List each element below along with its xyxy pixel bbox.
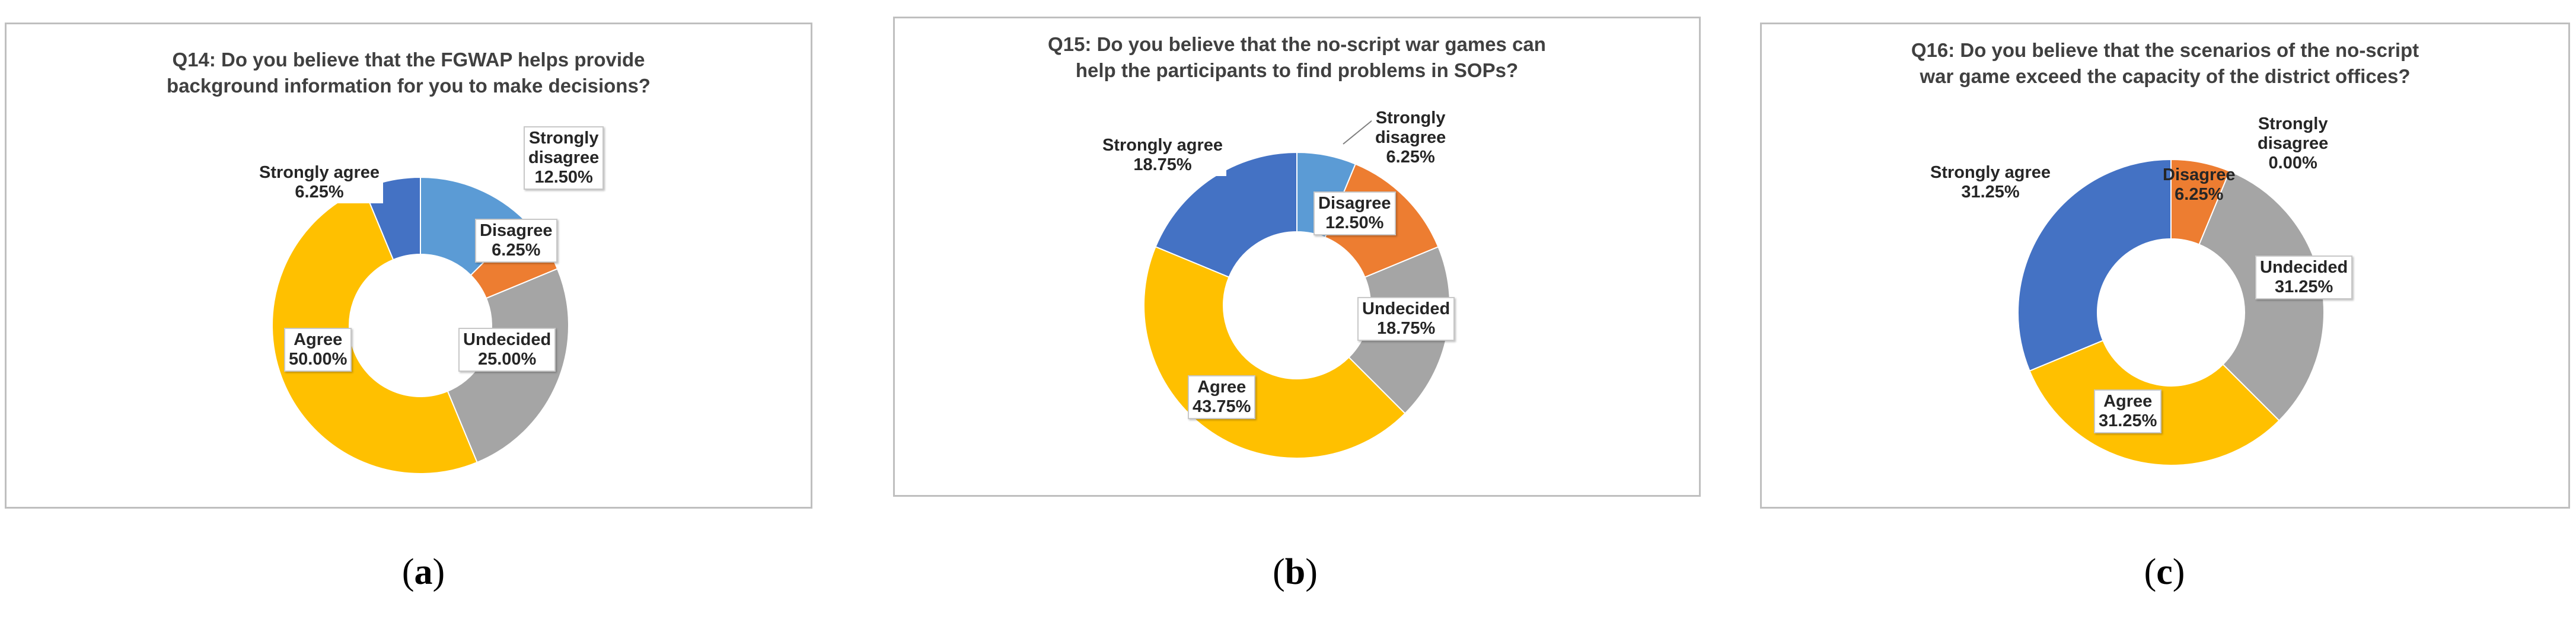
slice-value: 31.25% <box>1961 183 2020 202</box>
slice-label-agree: Agree 43.75% <box>1188 375 1256 419</box>
slice-label-strongly-agree: Strongly agree 31.25% <box>1927 162 2055 203</box>
slice-label-strongly-disagree: Strongly disagree 0.00% <box>2254 113 2332 174</box>
caption-paren: ) <box>2172 552 2185 592</box>
slice-value: 25.00% <box>477 350 537 369</box>
chart-title-line: Q16: Do you believe that the scenarios o… <box>1911 39 2419 61</box>
caption-letter: c <box>2156 552 2173 592</box>
slice-label-undecided: Undecided 18.75% <box>1357 297 1455 341</box>
slice-value: 43.75% <box>1193 397 1251 416</box>
slice-category: Disagree <box>1318 194 1391 213</box>
slice-category: Strongly agree <box>1930 163 2051 182</box>
caption-paren: ( <box>2144 552 2157 592</box>
slice-label-disagree: Disagree 6.25% <box>475 219 557 263</box>
slice-label-agree: Agree 31.25% <box>2094 389 2162 433</box>
slice-label-undecided: Undecided 25.00% <box>458 328 556 372</box>
chart-title-line: Q15: Do you believe that the no-script w… <box>1048 33 1546 55</box>
slice-value: 50.00% <box>289 350 347 369</box>
chart-panel-q14: Q14: Do you believe that the FGWAP helps… <box>5 23 812 509</box>
slice-value: 6.25% <box>1386 148 1435 167</box>
chart-title-line: war game exceed the capacity of the dist… <box>1920 65 2411 87</box>
slice-category: Strongly agree <box>1102 136 1223 155</box>
slice-category: Agree <box>294 330 343 349</box>
slice-value: 31.25% <box>2274 277 2333 296</box>
slice-value: 6.25% <box>295 183 344 202</box>
slice-category: Agree <box>1197 378 1246 397</box>
slice-category: Undecided <box>1362 299 1450 318</box>
caption-paren: ) <box>1305 552 1318 592</box>
slice-label-undecided: Undecided 31.25% <box>2255 255 2353 299</box>
caption-a: (a) <box>402 551 445 593</box>
slice-value: 12.50% <box>534 168 593 187</box>
slice-category: Strongly agree <box>259 163 380 182</box>
caption-c: (c) <box>2144 551 2185 593</box>
donut-slice-agree <box>272 187 478 474</box>
chart-panel-q15: Q15: Do you believe that the no-script w… <box>893 17 1701 497</box>
slice-label-disagree: Disagree 12.50% <box>1313 191 1396 235</box>
slice-value: 31.25% <box>2099 411 2157 430</box>
slice-category: disagree <box>528 148 600 167</box>
slice-label-strongly-disagree: Strongly disagree 6.25% <box>1372 107 1450 168</box>
slice-label-strongly-disagree: Strongly disagree 12.50% <box>524 126 604 190</box>
slice-value: 0.00% <box>2268 154 2317 173</box>
donut-slice-strongly-agree <box>2017 158 2172 372</box>
slice-category: Agree <box>2103 392 2153 411</box>
caption-letter: a <box>414 552 433 592</box>
slice-category: Disagree <box>480 221 553 240</box>
caption-b: (b) <box>1273 551 1318 593</box>
slice-label-agree: Agree 50.00% <box>284 328 352 372</box>
slice-category: Undecided <box>2260 258 2348 277</box>
donut-chart-q16 <box>2017 158 2325 466</box>
slice-category: Strongly <box>528 129 599 148</box>
chart-title-q16: Q16: Do you believe that the scenarios o… <box>1762 37 2568 90</box>
chart-title-line: background information for you to make d… <box>167 75 651 97</box>
slice-value: 18.75% <box>1133 155 1192 174</box>
caption-letter: b <box>1284 552 1306 592</box>
slice-value: 6.25% <box>2175 185 2224 204</box>
slice-category: Strongly <box>2258 114 2328 133</box>
chart-title-line: Q14: Do you believe that the FGWAP helps… <box>172 49 645 71</box>
slice-category: disagree <box>2258 134 2329 153</box>
donut-chart-q15 <box>1143 117 1450 459</box>
slice-category: Undecided <box>463 330 551 349</box>
caption-paren: ( <box>401 552 415 592</box>
caption-paren: ( <box>1273 552 1285 592</box>
slice-category: disagree <box>1375 128 1446 147</box>
chart-panel-q16: Q16: Do you believe that the scenarios o… <box>1760 23 2570 509</box>
slice-label-strongly-agree: Strongly agree 18.75% <box>1099 135 1227 176</box>
chart-title-q14: Q14: Do you believe that the FGWAP helps… <box>7 47 811 99</box>
chart-title-q15: Q15: Do you believe that the no-script w… <box>895 31 1699 84</box>
slice-label-disagree: Disagree 6.25% <box>2159 164 2239 206</box>
donut-slice-disagree <box>2170 158 2231 245</box>
slice-value: 12.50% <box>1325 213 1384 232</box>
slice-label-strongly-agree: Strongly agree 6.25% <box>256 162 384 203</box>
slice-category: Disagree <box>2163 165 2236 184</box>
slice-category: Strongly <box>1375 108 1446 127</box>
slice-value: 18.75% <box>1376 319 1436 338</box>
donut-chart-q14 <box>272 176 569 474</box>
caption-paren: ) <box>432 552 445 592</box>
donut-slice-strongly-agree <box>1155 151 1297 278</box>
leader-line <box>1343 117 1376 145</box>
chart-title-line: help the participants to find problems i… <box>1075 59 1519 81</box>
slice-value: 6.25% <box>492 241 541 260</box>
